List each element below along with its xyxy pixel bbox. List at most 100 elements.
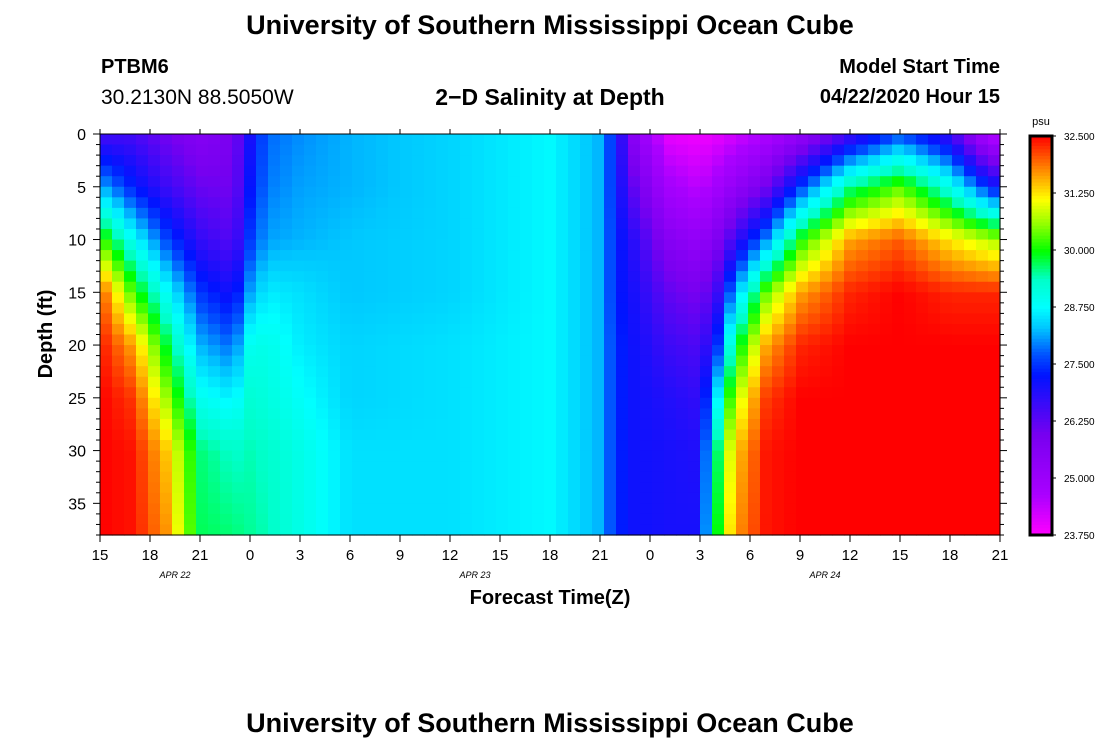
heatmap-cell — [604, 313, 617, 325]
heatmap-cell — [628, 418, 641, 431]
heatmap-cell — [388, 260, 401, 272]
heatmap-cell — [544, 503, 557, 515]
heatmap-cell — [484, 492, 497, 504]
heatmap-cell — [532, 144, 545, 156]
heatmap-cell — [316, 355, 329, 367]
heatmap-cell — [172, 345, 185, 357]
heatmap-cell — [484, 260, 497, 272]
heatmap-cell — [748, 334, 761, 346]
heatmap-cell — [736, 323, 749, 336]
heatmap-cell — [844, 134, 857, 146]
heatmap-cell — [496, 313, 509, 325]
heatmap-cell — [280, 355, 293, 367]
heatmap-cell — [376, 376, 389, 388]
heatmap-cell — [760, 513, 773, 526]
heatmap-cell — [304, 281, 317, 293]
heatmap-cell — [328, 376, 341, 388]
heatmap-cell — [520, 334, 533, 346]
heatmap-cell — [736, 302, 749, 314]
heatmap-cell — [160, 176, 173, 188]
heatmap-cell — [160, 429, 173, 441]
heatmap-cell — [736, 155, 749, 167]
heatmap-cell — [124, 176, 137, 188]
heatmap-cell — [376, 482, 389, 494]
heatmap-cell — [712, 461, 725, 473]
heatmap-cell — [724, 450, 737, 462]
heatmap-cell — [916, 134, 929, 146]
heatmap-cell — [100, 197, 113, 209]
heatmap-cell — [112, 144, 125, 156]
heatmap-cell — [904, 260, 917, 272]
heatmap-cell — [592, 250, 605, 262]
heatmap-cell — [700, 155, 713, 167]
heatmap-cell — [724, 503, 737, 515]
heatmap-cell — [664, 366, 677, 378]
heatmap-cell — [220, 345, 233, 357]
heatmap-cell — [580, 250, 593, 262]
date-label: APR 24 — [808, 570, 840, 580]
heatmap-cell — [568, 228, 581, 241]
heatmap-cell — [532, 218, 545, 230]
heatmap-cell — [424, 134, 437, 146]
heatmap-cell — [388, 292, 401, 304]
heatmap-cell — [652, 260, 665, 272]
heatmap-cell — [172, 408, 185, 420]
colorbar-segment — [1030, 232, 1052, 237]
colorbar-segment — [1030, 155, 1052, 160]
heatmap-cell — [100, 323, 113, 336]
heatmap-cell — [400, 218, 413, 230]
heatmap-cell — [388, 228, 401, 241]
heatmap-cell — [148, 155, 161, 167]
heatmap-cell — [688, 271, 701, 283]
heatmap-cell — [724, 281, 737, 293]
heatmap-cell — [388, 524, 401, 536]
heatmap-cell — [304, 176, 317, 188]
y-tick-label: 10 — [68, 233, 86, 250]
heatmap-cell — [196, 218, 209, 230]
heatmap-cell — [460, 376, 473, 388]
heatmap-cell — [220, 492, 233, 504]
heatmap-cell — [520, 355, 533, 367]
heatmap-cell — [712, 345, 725, 357]
heatmap-cell — [292, 207, 305, 220]
heatmap-cell — [184, 440, 197, 452]
heatmap-cell — [748, 387, 761, 399]
heatmap-cell — [316, 207, 329, 220]
heatmap-cell — [100, 408, 113, 420]
heatmap-cell — [424, 207, 437, 220]
heatmap-cell — [976, 524, 989, 536]
heatmap-cell — [376, 134, 389, 146]
heatmap-cell — [868, 281, 881, 293]
heatmap-cell — [244, 397, 257, 409]
heatmap-cell — [628, 186, 641, 198]
heatmap-cell — [904, 197, 917, 209]
heatmap-cell — [844, 492, 857, 504]
colorbar-segment — [1030, 411, 1052, 416]
heatmap-cell — [856, 186, 869, 198]
heatmap-cell — [532, 461, 545, 473]
heatmap-cell — [340, 207, 353, 220]
heatmap-cell — [664, 513, 677, 526]
heatmap-cell — [988, 450, 1001, 462]
heatmap-cell — [424, 271, 437, 283]
heatmap-cell — [664, 397, 677, 409]
heatmap-cell — [124, 207, 137, 220]
colorbar-segment — [1030, 225, 1052, 230]
heatmap-cell — [424, 302, 437, 314]
heatmap-cell — [664, 155, 677, 167]
heatmap-cell — [568, 503, 581, 515]
heatmap-cell — [628, 176, 641, 188]
heatmap-cell — [256, 323, 269, 336]
heatmap-cell — [316, 492, 329, 504]
heatmap-cell — [880, 345, 893, 357]
heatmap-cell — [148, 302, 161, 314]
heatmap-cell — [352, 155, 365, 167]
heatmap-cell — [952, 207, 965, 220]
heatmap-cell — [376, 186, 389, 198]
heatmap-cell — [340, 186, 353, 198]
heatmap-cell — [400, 482, 413, 494]
heatmap-cell — [520, 503, 533, 515]
heatmap-cell — [712, 376, 725, 388]
heatmap-cell — [316, 302, 329, 314]
heatmap-cell — [832, 440, 845, 452]
